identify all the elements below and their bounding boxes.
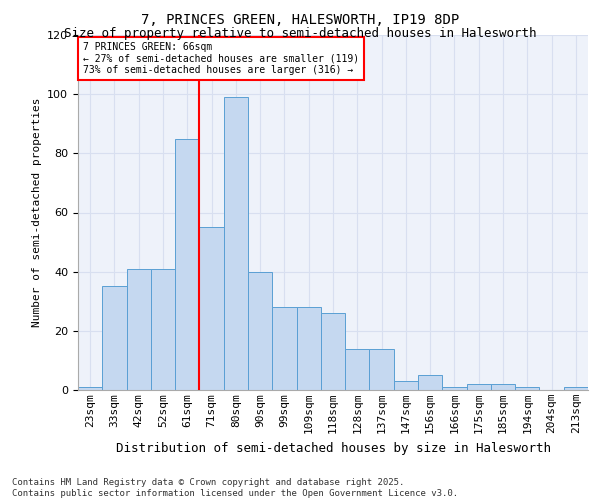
Bar [321,313,345,390]
Bar [418,375,442,390]
Bar [467,384,491,390]
Bar [491,384,515,390]
Text: Contains HM Land Registry data © Crown copyright and database right 2025.
Contai: Contains HM Land Registry data © Crown c… [12,478,458,498]
Bar [442,387,467,390]
Bar [272,307,296,390]
Bar [102,286,127,390]
Bar [370,348,394,390]
X-axis label: Distribution of semi-detached houses by size in Halesworth: Distribution of semi-detached houses by … [115,442,551,454]
Text: 7, PRINCES GREEN, HALESWORTH, IP19 8DP: 7, PRINCES GREEN, HALESWORTH, IP19 8DP [141,12,459,26]
Bar [394,381,418,390]
Bar [515,387,539,390]
Bar [345,348,370,390]
Text: Size of property relative to semi-detached houses in Halesworth: Size of property relative to semi-detach… [64,28,536,40]
Bar [127,268,151,390]
Bar [199,228,224,390]
Bar [248,272,272,390]
Bar [296,307,321,390]
Bar [224,97,248,390]
Bar [151,268,175,390]
Bar [78,387,102,390]
Bar [564,387,588,390]
Text: 7 PRINCES GREEN: 66sqm
← 27% of semi-detached houses are smaller (119)
73% of se: 7 PRINCES GREEN: 66sqm ← 27% of semi-det… [83,42,359,76]
Bar [175,138,199,390]
Y-axis label: Number of semi-detached properties: Number of semi-detached properties [32,98,41,327]
